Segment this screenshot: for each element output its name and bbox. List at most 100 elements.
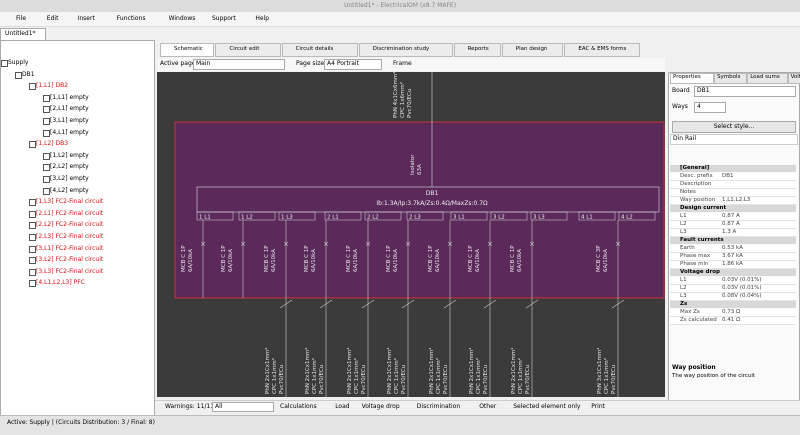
page-size-select[interactable] <box>324 59 382 70</box>
tree-item[interactable]: [2,L1] empty <box>50 105 89 113</box>
grid-section-title: Design current <box>680 205 727 211</box>
board-outline <box>174 121 665 299</box>
way-box <box>450 211 488 221</box>
grid-value[interactable]: 0.03V (0.01%) <box>722 285 762 291</box>
grid-value[interactable]: 0.41 Ω <box>722 317 741 323</box>
properties-tab[interactable] <box>714 73 748 84</box>
tree-item[interactable]: Supply <box>8 59 29 66</box>
warning-filter-button[interactable]: Voltage drop <box>361 403 400 410</box>
grid-value[interactable]: 0.08V (0.04%) <box>722 293 762 299</box>
properties-tab[interactable] <box>747 73 788 84</box>
selected-only-toggle[interactable]: Selected element only <box>513 403 581 410</box>
grid-value[interactable]: 1.86 kA <box>722 261 743 267</box>
view-tab[interactable] <box>215 43 281 57</box>
grid-value[interactable]: 3.67 kA <box>722 253 743 259</box>
way-label: 1 L2 <box>241 215 253 221</box>
tree-item[interactable]: [1,L1] DB2 <box>36 82 69 90</box>
cable-marker <box>611 299 625 309</box>
tree-item[interactable]: [2,L2] FC2-Final circuit <box>36 221 104 229</box>
grid-value[interactable]: 0.87 A <box>722 221 740 227</box>
filter-select[interactable] <box>212 402 274 412</box>
tree-item[interactable]: DB1 <box>22 70 35 78</box>
warnings-label[interactable]: Warnings: 11/11 <box>165 403 215 410</box>
supply-cable-label: PhN 4x1Cx6mm² <box>392 72 399 118</box>
tree-item[interactable]: [1,L3] FC2-Final circuit <box>36 198 104 206</box>
way-box <box>578 211 616 221</box>
device-label: 6A/10kA <box>228 249 234 272</box>
status-bar <box>0 415 800 435</box>
tree-item[interactable]: [1,L2] empty <box>50 151 89 159</box>
grid-value[interactable]: 0.03V (0.01%) <box>722 277 762 283</box>
tree-item[interactable]: [1,L1] empty <box>50 93 89 101</box>
grid-key: Zs calculated <box>680 317 717 323</box>
way-label: 4 L2 <box>621 215 633 221</box>
menu-item[interactable]: Support <box>212 15 236 22</box>
view-tab[interactable] <box>501 43 564 57</box>
ways-field[interactable] <box>694 102 726 113</box>
view-tab[interactable] <box>453 43 501 57</box>
properties-tab[interactable] <box>787 73 800 84</box>
view-tab[interactable] <box>358 43 453 57</box>
frame-checkbox[interactable]: Frame <box>393 60 412 67</box>
device-label: MCB C 1P <box>264 245 270 272</box>
view-tab[interactable] <box>281 43 358 57</box>
menu-item[interactable]: Edit <box>46 15 59 22</box>
active-page-select[interactable] <box>193 59 285 70</box>
tree-item[interactable]: [2,L3] FC2-Final circuit <box>36 233 104 240</box>
tree-item[interactable]: [2,L2] empty <box>50 163 89 171</box>
board-field[interactable] <box>694 86 796 97</box>
menu-item[interactable]: Functions <box>116 15 146 22</box>
tree-item[interactable]: [3,L2] FC2-Final circuit <box>36 256 104 264</box>
print-button[interactable]: Print <box>591 403 605 410</box>
view-tab[interactable] <box>160 43 215 57</box>
grid-value[interactable]: 1.3 A <box>722 229 737 235</box>
tree-item[interactable]: [3,L1] FC2-Final circuit <box>36 244 104 252</box>
warning-filter-button[interactable]: Other <box>479 403 497 410</box>
grid-row <box>670 253 796 261</box>
warning-filter-button[interactable]: Calculations <box>280 403 317 410</box>
grid-key: L3 <box>680 293 687 299</box>
mcb-symbol: × <box>405 240 411 248</box>
tree-icon <box>15 71 22 79</box>
grid-row <box>670 309 796 317</box>
tree-icon <box>29 280 36 288</box>
grid-key: L2 <box>680 221 687 227</box>
grid-value[interactable]: 1,L1,L2,L3 <box>722 197 751 203</box>
grid-value[interactable]: 0.87 A <box>722 213 740 219</box>
properties-tab[interactable] <box>670 73 714 84</box>
grid-value[interactable]: 0.53 kA <box>722 245 743 251</box>
warning-filter-button[interactable]: Load <box>335 403 350 410</box>
menu-item[interactable]: Insert <box>77 15 95 22</box>
grid-value[interactable]: 0.73 Ω <box>722 309 741 315</box>
device-label: 6A/10kA <box>517 249 523 272</box>
page-size-label: Page size <box>296 60 325 67</box>
menu-item[interactable]: Help <box>255 15 270 22</box>
tree-item[interactable]: [4,L2] empty <box>50 186 89 194</box>
way-label: 1 L3 <box>281 215 293 221</box>
tree-item[interactable]: [3,L2] empty <box>50 175 89 182</box>
way-label: 1 L1 <box>199 215 211 221</box>
view-tab-label: Discrimination study <box>372 46 430 52</box>
grid-key: Max Zs <box>680 309 700 315</box>
mounting-value: Din Rail <box>673 135 697 142</box>
tree-item[interactable]: [3,L3] FC2-Final circuit <box>36 267 104 275</box>
style-button[interactable] <box>672 121 796 133</box>
tree-item[interactable]: [2,L1] FC2-Final circuit <box>36 209 104 217</box>
grid-row <box>670 293 796 301</box>
tree-item[interactable]: [4,L1,L2,L3] PFC <box>36 279 85 287</box>
view-tab[interactable] <box>564 43 641 57</box>
menu-item[interactable]: Windows <box>168 15 196 22</box>
cable-label: CPC 1x1mm² <box>353 358 360 394</box>
grid-value[interactable]: DB1 <box>722 173 734 179</box>
grid-key: Earth <box>680 245 695 251</box>
tree-item[interactable]: [4,L1] empty <box>50 128 89 136</box>
tree-item[interactable]: [3,L1] empty <box>50 117 89 124</box>
board-label: Board <box>672 87 690 94</box>
cable-marker <box>483 299 497 309</box>
warning-filter-button[interactable]: Discrimination <box>416 403 461 410</box>
device-label: 6A/10kA <box>311 249 317 272</box>
menu-item[interactable]: File <box>16 15 27 22</box>
device-label: 6A/10kA <box>353 249 359 272</box>
tree-item[interactable]: [1,L2] DB3 <box>36 140 69 148</box>
active-page-value: Main <box>196 60 211 67</box>
